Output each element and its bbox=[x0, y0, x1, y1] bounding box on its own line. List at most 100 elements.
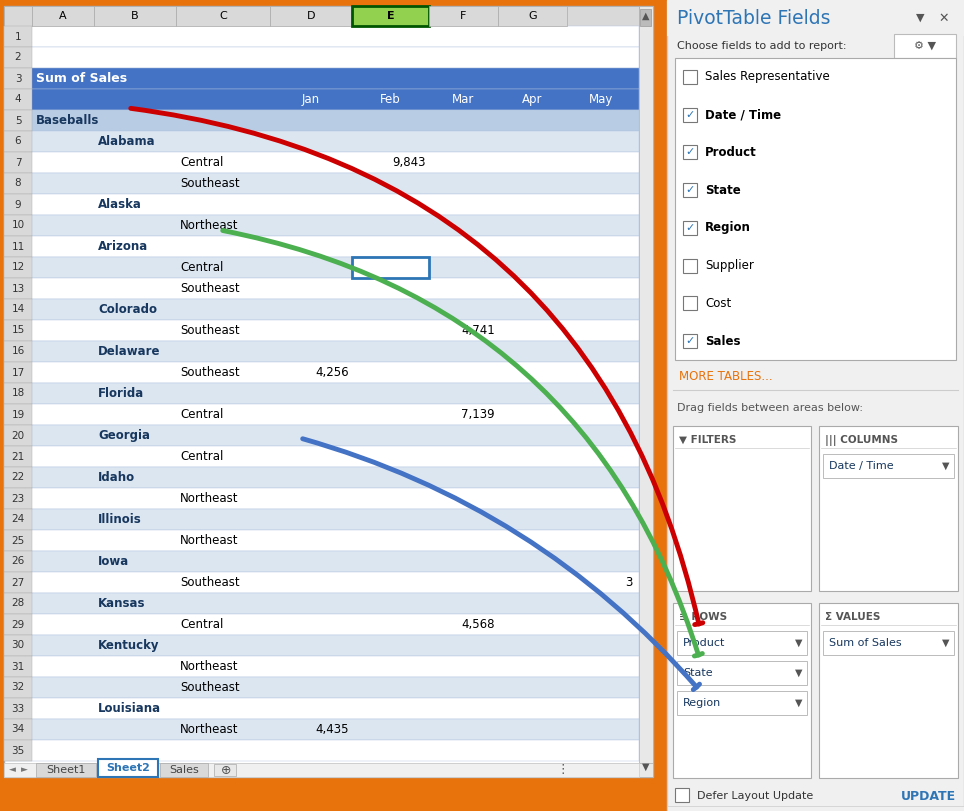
Text: 12: 12 bbox=[12, 263, 25, 272]
Text: 34: 34 bbox=[12, 724, 25, 735]
Text: 30: 30 bbox=[12, 641, 24, 650]
FancyBboxPatch shape bbox=[4, 341, 639, 362]
FancyBboxPatch shape bbox=[4, 677, 32, 698]
FancyBboxPatch shape bbox=[673, 603, 811, 778]
Text: May: May bbox=[589, 93, 614, 106]
FancyBboxPatch shape bbox=[352, 257, 429, 278]
FancyBboxPatch shape bbox=[4, 110, 639, 131]
Text: ⚙ ▼: ⚙ ▼ bbox=[914, 41, 936, 51]
FancyBboxPatch shape bbox=[352, 6, 429, 26]
FancyBboxPatch shape bbox=[4, 572, 32, 593]
FancyBboxPatch shape bbox=[160, 763, 208, 777]
FancyBboxPatch shape bbox=[4, 425, 32, 446]
FancyBboxPatch shape bbox=[4, 763, 639, 777]
Text: ▲: ▲ bbox=[642, 11, 650, 21]
Text: Louisiana: Louisiana bbox=[98, 702, 161, 715]
FancyBboxPatch shape bbox=[640, 9, 651, 26]
FancyBboxPatch shape bbox=[4, 698, 32, 719]
Text: Sales: Sales bbox=[169, 765, 199, 775]
FancyBboxPatch shape bbox=[4, 488, 639, 509]
Text: Arizona: Arizona bbox=[98, 240, 148, 253]
Text: 9,843: 9,843 bbox=[392, 156, 426, 169]
FancyBboxPatch shape bbox=[4, 593, 32, 614]
Text: ▼: ▼ bbox=[942, 638, 950, 648]
Text: State: State bbox=[705, 183, 740, 196]
FancyBboxPatch shape bbox=[270, 6, 352, 26]
Text: Central: Central bbox=[180, 618, 224, 631]
FancyBboxPatch shape bbox=[4, 509, 32, 530]
Text: UPDATE: UPDATE bbox=[901, 789, 956, 803]
FancyBboxPatch shape bbox=[4, 89, 32, 110]
Text: ≡ ROWS: ≡ ROWS bbox=[679, 612, 727, 622]
FancyBboxPatch shape bbox=[498, 6, 567, 26]
Text: 4,256: 4,256 bbox=[315, 366, 349, 379]
Text: Sum of Sales: Sum of Sales bbox=[829, 638, 901, 648]
Text: Southeast: Southeast bbox=[180, 324, 240, 337]
FancyBboxPatch shape bbox=[675, 58, 956, 360]
FancyBboxPatch shape bbox=[683, 183, 697, 197]
FancyBboxPatch shape bbox=[32, 6, 94, 26]
Text: 5: 5 bbox=[14, 115, 21, 126]
FancyBboxPatch shape bbox=[4, 740, 639, 761]
FancyBboxPatch shape bbox=[4, 740, 32, 761]
Text: 7,139: 7,139 bbox=[462, 408, 495, 421]
FancyBboxPatch shape bbox=[4, 26, 639, 47]
Text: Kansas: Kansas bbox=[98, 597, 146, 610]
Text: Σ VALUES: Σ VALUES bbox=[825, 612, 880, 622]
Text: 31: 31 bbox=[12, 662, 25, 672]
Text: Delaware: Delaware bbox=[98, 345, 160, 358]
FancyBboxPatch shape bbox=[4, 110, 32, 131]
Text: ▼ FILTERS: ▼ FILTERS bbox=[679, 435, 736, 445]
FancyBboxPatch shape bbox=[4, 446, 32, 467]
FancyBboxPatch shape bbox=[4, 656, 639, 677]
FancyBboxPatch shape bbox=[667, 0, 964, 36]
Text: Northeast: Northeast bbox=[180, 492, 238, 505]
Text: Jan: Jan bbox=[302, 93, 320, 106]
Text: Northeast: Northeast bbox=[180, 723, 238, 736]
Text: 25: 25 bbox=[12, 535, 25, 546]
FancyBboxPatch shape bbox=[4, 299, 32, 320]
FancyBboxPatch shape bbox=[94, 6, 176, 26]
FancyBboxPatch shape bbox=[683, 145, 697, 160]
FancyBboxPatch shape bbox=[4, 341, 32, 362]
Text: 15: 15 bbox=[12, 325, 25, 336]
Text: Florida: Florida bbox=[98, 387, 145, 400]
FancyBboxPatch shape bbox=[4, 194, 639, 215]
FancyBboxPatch shape bbox=[4, 215, 32, 236]
FancyBboxPatch shape bbox=[4, 593, 639, 614]
FancyBboxPatch shape bbox=[4, 152, 32, 173]
FancyBboxPatch shape bbox=[4, 635, 639, 656]
FancyBboxPatch shape bbox=[4, 236, 32, 257]
Text: ▼: ▼ bbox=[642, 762, 650, 772]
Text: Southeast: Southeast bbox=[180, 681, 240, 694]
Text: 26: 26 bbox=[12, 556, 25, 567]
FancyBboxPatch shape bbox=[4, 446, 639, 467]
Text: Region: Region bbox=[705, 221, 751, 234]
FancyBboxPatch shape bbox=[4, 404, 639, 425]
Text: 21: 21 bbox=[12, 452, 25, 461]
Text: Date / Time: Date / Time bbox=[705, 108, 781, 121]
Text: Kentucky: Kentucky bbox=[98, 639, 159, 652]
FancyBboxPatch shape bbox=[4, 467, 639, 488]
FancyBboxPatch shape bbox=[4, 6, 32, 26]
FancyBboxPatch shape bbox=[4, 530, 32, 551]
Text: Sum of Sales: Sum of Sales bbox=[36, 72, 127, 85]
Text: Date / Time: Date / Time bbox=[829, 461, 894, 471]
FancyBboxPatch shape bbox=[683, 334, 697, 348]
Text: Central: Central bbox=[180, 450, 224, 463]
Text: E: E bbox=[387, 11, 394, 21]
Text: ▼: ▼ bbox=[795, 698, 803, 708]
Text: 13: 13 bbox=[12, 284, 25, 294]
Text: 18: 18 bbox=[12, 388, 25, 398]
Text: A: A bbox=[59, 11, 67, 21]
FancyBboxPatch shape bbox=[4, 131, 639, 152]
Text: D: D bbox=[307, 11, 315, 21]
Text: Sales: Sales bbox=[705, 335, 740, 348]
Text: Southeast: Southeast bbox=[180, 177, 240, 190]
Text: Central: Central bbox=[180, 261, 224, 274]
Text: Sheet2: Sheet2 bbox=[106, 763, 150, 773]
FancyBboxPatch shape bbox=[683, 108, 697, 122]
FancyBboxPatch shape bbox=[4, 278, 639, 299]
FancyBboxPatch shape bbox=[4, 215, 639, 236]
Text: Drag fields between areas below:: Drag fields between areas below: bbox=[677, 403, 863, 413]
